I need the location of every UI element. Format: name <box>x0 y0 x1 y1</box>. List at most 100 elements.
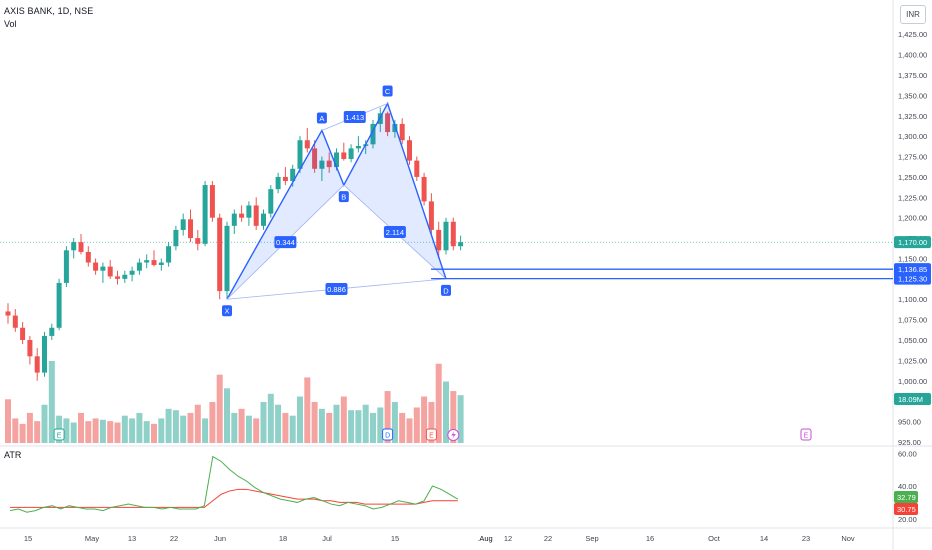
volume-bar <box>340 396 347 443</box>
volume-bar <box>85 421 92 443</box>
volume-bar <box>48 361 55 443</box>
price-tick-label: 1,150.00 <box>898 254 927 263</box>
price-tick-label: 1,025.00 <box>898 356 927 365</box>
price-tick-label: 1,300.00 <box>898 132 927 141</box>
event-marker <box>425 428 437 441</box>
volume-bar <box>194 404 201 443</box>
pattern-point-badge <box>382 85 393 97</box>
time-axis-label: 22 <box>170 534 178 543</box>
candle-body <box>443 221 449 251</box>
candle-body <box>326 160 332 168</box>
volume-bar <box>260 402 267 443</box>
atr-tick-label: 20.00 <box>898 515 917 524</box>
pattern-fill-xab <box>227 130 344 300</box>
pattern-point-badge <box>338 191 349 203</box>
candle-body <box>239 213 245 218</box>
atr-indicator-label[interactable]: ATR <box>4 450 22 460</box>
time-axis-label: 13 <box>128 534 136 543</box>
volume-bar <box>289 415 296 443</box>
pattern-ratio-label: 0.344 <box>276 238 295 247</box>
volume-bar <box>231 412 238 443</box>
candle-body <box>5 311 11 316</box>
candle-body <box>261 213 266 226</box>
candle-body <box>71 242 77 251</box>
price-badge-label: 1,136.85 <box>898 265 927 274</box>
volume-bar <box>180 415 187 443</box>
pattern-ratio-label: 1.413 <box>345 113 364 122</box>
pattern-ratio-label: 2.114 <box>386 228 404 237</box>
volume-bar <box>318 408 325 443</box>
volume-bar <box>41 404 48 443</box>
volume-bar <box>216 374 223 443</box>
pattern-ratio-label: 0.886 <box>327 285 346 294</box>
candle-body <box>27 340 33 357</box>
price-tick-label: 1,250.00 <box>898 173 927 182</box>
candle-body <box>100 266 106 271</box>
time-axis-label: 15 <box>24 534 32 543</box>
time-axis-label: 16 <box>646 534 654 543</box>
candle-body <box>78 242 84 252</box>
candle-body <box>421 176 427 202</box>
price-badge <box>894 272 931 285</box>
volume-indicator-label[interactable]: Vol <box>4 19 17 29</box>
atr-badge <box>894 503 918 515</box>
volume-bar <box>377 407 384 443</box>
volume-bar <box>421 396 428 443</box>
price-badge <box>894 263 931 276</box>
event-marker-label: E <box>804 433 809 440</box>
event-marker-label: E <box>57 433 62 440</box>
candle-body <box>12 315 18 328</box>
event-marker <box>53 428 65 441</box>
volume-bar <box>391 402 398 443</box>
volume-bar <box>253 418 260 443</box>
volume-bar <box>348 410 355 443</box>
time-axis-label: Jun <box>214 534 226 543</box>
candle-body <box>217 217 223 292</box>
price-tick-label: 950.00 <box>898 418 921 427</box>
volume-bar <box>282 412 289 443</box>
volume-bar <box>355 410 362 443</box>
candle-body <box>385 113 391 133</box>
volume-bar <box>78 412 84 443</box>
candle-body <box>290 168 296 181</box>
candle-body <box>173 229 179 247</box>
volume-bar <box>450 391 457 443</box>
candle-body <box>370 123 376 145</box>
event-marker-label: D <box>385 433 390 440</box>
candle-body <box>20 327 26 340</box>
volume-bar <box>107 421 114 443</box>
volume-bar <box>362 404 369 443</box>
volume-bar <box>136 412 143 443</box>
price-tick-label: 925.00 <box>898 438 921 447</box>
candle-body <box>42 335 47 373</box>
time-axis-highlight <box>479 532 493 545</box>
atr-tick-label: 60.00 <box>898 449 917 458</box>
pattern-point-label: C <box>385 87 391 96</box>
candle-body <box>224 225 230 292</box>
volume-bar <box>121 415 128 443</box>
volume-bar <box>406 418 413 443</box>
volume-bar <box>187 412 194 443</box>
volume-bar <box>26 412 33 443</box>
volume-bar <box>172 410 179 443</box>
volume-bar <box>158 418 165 443</box>
volume-bar <box>245 415 252 443</box>
price-tick-label: 1,200.00 <box>898 214 927 223</box>
price-tick-label: 1,000.00 <box>898 377 927 386</box>
symbol-title[interactable]: AXIS BANK, 1D, NSE <box>4 6 94 16</box>
currency-selector[interactable]: INR <box>900 5 926 24</box>
volume-bar <box>99 419 106 443</box>
time-axis-label: 15 <box>391 534 399 543</box>
volume-bar <box>114 422 121 443</box>
time-axis-label: May <box>85 534 99 543</box>
volume-bar <box>443 381 449 443</box>
candle-body <box>158 262 164 265</box>
pattern-point-badge <box>316 112 327 124</box>
volume-bar <box>333 404 340 443</box>
atr-badge-label: 30.75 <box>897 505 916 514</box>
candle-body <box>334 152 339 168</box>
volume-bar <box>428 402 435 443</box>
volume-bar <box>238 408 245 443</box>
volume-bar <box>92 418 99 443</box>
